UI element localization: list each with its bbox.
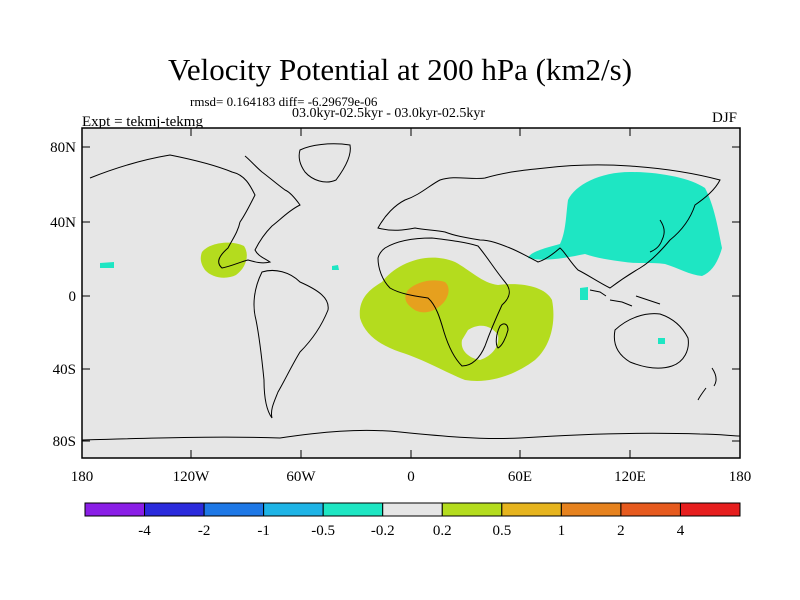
lon-label-60e: 60E (508, 469, 532, 485)
contour-positive-central-america (200, 242, 247, 278)
lat-label-40n: 40N (50, 215, 76, 231)
coastline-eurasia (377, 164, 721, 289)
colorbar-label: -2 (198, 523, 211, 539)
colorbar-labels: -4 -2 -1 -0.5 -0.2 0.2 0.5 1 2 4 (138, 523, 684, 539)
colorbar-label: 1 (558, 523, 566, 539)
colorbar-label: 0.2 (433, 523, 452, 539)
season-label: DJF (712, 110, 738, 126)
shaded-contours (100, 172, 722, 381)
lat-label-80s: 80S (53, 434, 76, 450)
colorbar-box (679, 502, 741, 517)
colorbar-label: 2 (617, 523, 625, 539)
experiment-label: Expt = tekmj-tekmg (82, 114, 203, 130)
colorbar-label: -1 (257, 523, 270, 539)
coastline-africa (377, 237, 510, 367)
colorbar-box (560, 502, 622, 517)
colorbar-box (322, 502, 384, 517)
lat-label-80n: 80N (50, 140, 76, 156)
coastline-japan (649, 219, 665, 253)
colorbar-label: 0.5 (492, 523, 511, 539)
lat-labels: 80N 40N 0 40S 80S (50, 140, 76, 450)
coastline-south-america (253, 269, 329, 419)
coastline-north-america (89, 154, 301, 269)
colorbar (84, 502, 741, 517)
coastlines (81, 143, 741, 441)
coastline-australia (613, 313, 689, 369)
lon-label-180e: 180 (729, 469, 752, 485)
map-title: Velocity Potential at 200 hPa (km2/s) (167, 52, 633, 87)
coastline-madagascar (495, 323, 509, 349)
coastline-antarctica (81, 429, 741, 441)
lat-ticks (82, 146, 740, 442)
contour-max-central-africa (405, 280, 449, 313)
colorbar-box (620, 502, 681, 517)
contour-negative-east-pacific (100, 262, 114, 268)
coastline-indonesia (589, 289, 661, 307)
colorbar-box (501, 502, 562, 517)
contour-negative-australia (658, 338, 665, 344)
lon-ticks (81, 128, 741, 458)
coastline-new-zealand (697, 367, 717, 401)
rmsd-diff-stats: rmsd= 0.164183 diff= -6.29679e-06 (190, 94, 378, 109)
colorbar-box (144, 502, 205, 517)
colorbar-box (203, 502, 265, 517)
colorbar-box (263, 502, 324, 517)
lon-label-180w: 180 (71, 469, 94, 485)
contour-negative-maritime (580, 287, 588, 300)
colorbar-box (441, 502, 503, 517)
contour-positive-africa (359, 257, 554, 381)
lat-label-40s: 40S (53, 362, 76, 378)
contour-negative-mid-atlantic (332, 265, 339, 270)
lon-label-120e: 120E (614, 469, 646, 485)
coastline-greenland (298, 143, 351, 183)
colorbar-label: -0.5 (311, 523, 335, 539)
lon-label-60w: 60W (286, 469, 316, 485)
lon-label-0: 0 (407, 469, 415, 485)
colorbar-label: -4 (138, 523, 151, 539)
lon-labels: 180 120W 60W 0 60E 120E 180 (71, 469, 752, 485)
colorbar-box (84, 502, 146, 517)
lat-label-0: 0 (69, 289, 77, 305)
period-comparison: 03.0kyr-02.5kyr - 03.0kyr-02.5kyr (292, 106, 486, 121)
contour-negative-east-asia (528, 172, 722, 276)
colorbar-label: -0.2 (371, 523, 395, 539)
colorbar-box (382, 502, 443, 517)
colorbar-label: 4 (677, 523, 685, 539)
lon-label-120w: 120W (173, 469, 211, 485)
